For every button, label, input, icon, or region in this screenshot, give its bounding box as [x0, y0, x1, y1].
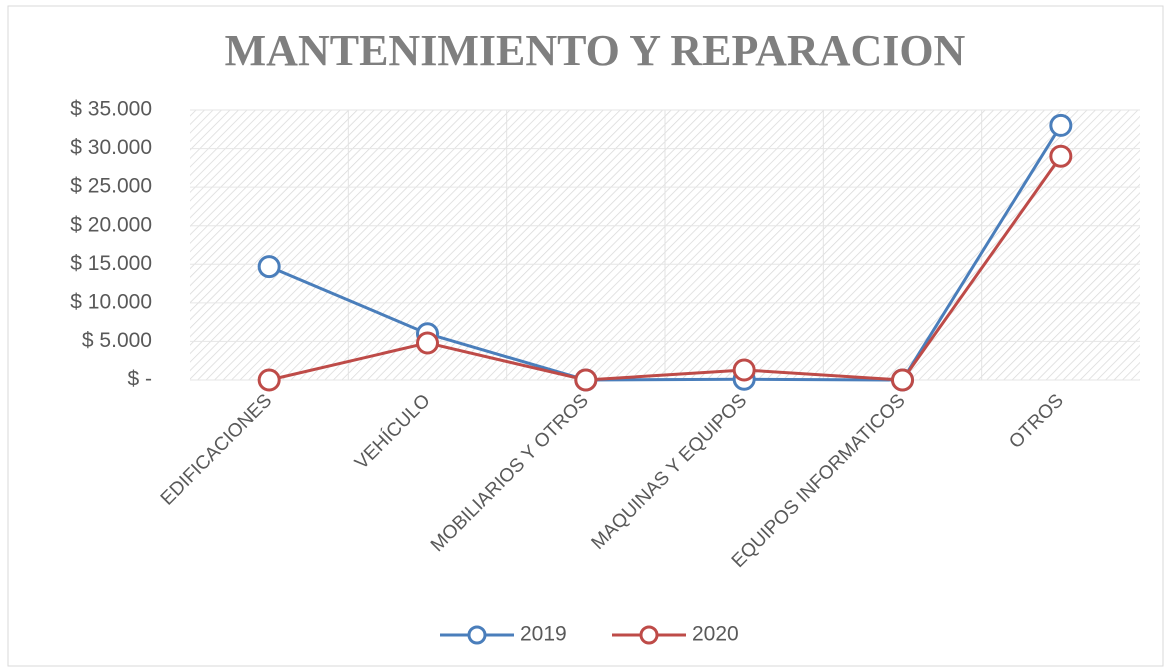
point — [257, 368, 281, 392]
legend-label: 2020 — [692, 623, 739, 646]
chart-title: MANTENIMIENTO Y REPARACION — [225, 26, 966, 75]
series-line — [268, 155, 1063, 382]
legend-label: 2019 — [520, 623, 567, 646]
point — [732, 358, 756, 382]
y-tick-label: $ 10.000 — [70, 290, 152, 313]
point — [257, 255, 281, 279]
y-tick-label: $ 15.000 — [70, 252, 152, 275]
y-tick-label: $ 20.000 — [70, 213, 152, 236]
point — [1049, 144, 1073, 168]
legend-marker — [467, 625, 487, 645]
y-tick-label: $ 5.000 — [82, 329, 152, 352]
series-line — [268, 124, 1063, 382]
point — [416, 331, 439, 355]
y-tick-label: $ - — [127, 368, 152, 391]
y-tick-label: $ 35.000 — [70, 98, 152, 121]
point — [574, 368, 598, 392]
point — [891, 368, 914, 392]
point — [1049, 113, 1073, 137]
legend-marker — [639, 625, 659, 645]
y-tick-label: $ 30.000 — [70, 136, 152, 159]
y-tick-label: $ 25.000 — [70, 175, 152, 198]
